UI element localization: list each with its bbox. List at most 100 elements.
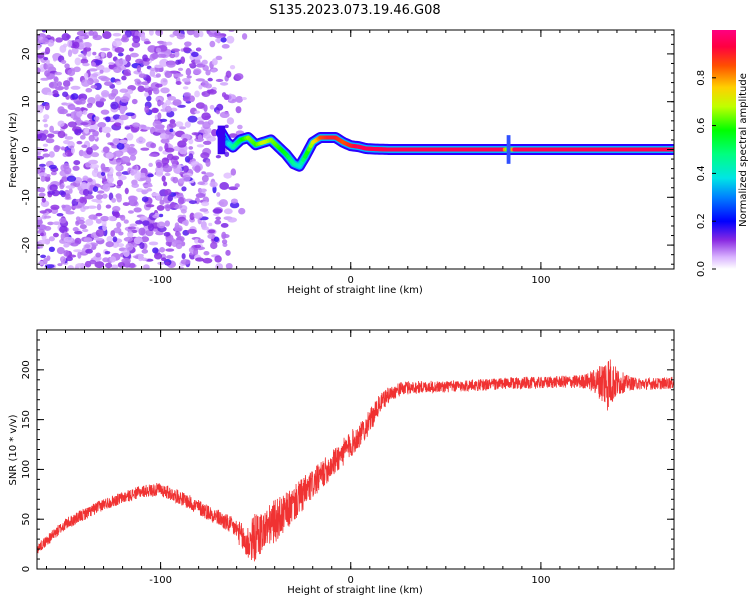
colorbar-label: Normalized spectral amplitude (738, 73, 749, 227)
noise-speckle (120, 96, 130, 103)
noise-speckle (225, 70, 232, 78)
noise-speckle (80, 58, 89, 64)
noise-speckle (127, 226, 137, 230)
noise-speckle (61, 176, 69, 182)
noise-speckle (81, 228, 89, 233)
noise-speckle (201, 112, 211, 121)
noise-speckle (144, 92, 149, 97)
noise-speckle (184, 121, 191, 128)
noise-speckle (75, 263, 86, 268)
noise-speckle (121, 34, 128, 41)
noise-speckle (227, 217, 238, 223)
noise-speckle (48, 236, 55, 242)
noise-speckle (46, 91, 54, 96)
noise-speckle (81, 79, 91, 87)
frequency-ridge (215, 125, 674, 172)
noise-speckle (39, 67, 45, 73)
noise-speckle (154, 64, 164, 68)
noise-speckle (155, 170, 164, 177)
noise-speckle (159, 199, 165, 205)
noise-speckle (210, 241, 218, 250)
noise-speckle (188, 95, 195, 103)
x-axis-ticks: -100 0 100 (149, 330, 550, 586)
noise-speckle (141, 249, 149, 254)
noise-speckle (103, 81, 113, 86)
noise-speckle (129, 262, 136, 268)
noise-speckle (131, 98, 138, 105)
noise-speckle (57, 120, 65, 127)
noise-speckle (221, 239, 228, 245)
noise-speckle (216, 103, 224, 111)
noise-speckle (59, 217, 67, 224)
noise-speckle (156, 53, 167, 58)
noise-speckle (98, 126, 103, 133)
noise-speckle (164, 147, 175, 153)
noise-speckle (62, 91, 69, 98)
noise-speckle (210, 68, 217, 73)
colorbar-tick-label: 0.2 (696, 213, 707, 229)
noise-speckle (166, 60, 176, 68)
noise-speckle (199, 188, 207, 193)
noise-speckle (136, 65, 142, 73)
noise-speckle (115, 159, 121, 163)
x-axis-label: Height of straight line (km) (287, 285, 423, 296)
noise-speckle (41, 30, 47, 33)
noise-speckle (88, 68, 98, 72)
noise-speckle (207, 77, 213, 82)
noise-speckle (63, 242, 70, 248)
noise-speckle (111, 197, 117, 203)
noise-speckle (188, 63, 194, 67)
noise-speckle (197, 134, 203, 142)
noise-speckle (37, 44, 41, 51)
noise-speckle (197, 181, 206, 186)
noise-speckle (151, 192, 161, 197)
noise-speckle (198, 30, 204, 38)
noise-speckle (201, 175, 209, 183)
noise-speckle (116, 194, 122, 203)
noise-speckle (110, 101, 119, 110)
noise-speckle (97, 190, 105, 194)
noise-speckle (150, 142, 157, 149)
y-tick-label: 150 (21, 410, 32, 429)
noise-speckle (47, 133, 55, 139)
noise-speckle (99, 98, 106, 102)
colorbar-ticks: 0.0 0.2 0.4 0.6 0.8 (696, 70, 716, 277)
noise-speckle (61, 204, 66, 209)
noise-speckle (138, 227, 146, 236)
noise-speckle (164, 188, 172, 196)
noise-speckle (141, 196, 149, 203)
noise-speckle (81, 144, 88, 148)
noise-speckle (188, 146, 194, 150)
y-axis-label: Frequency (Hz) (8, 112, 19, 188)
noise-speckle (53, 144, 60, 153)
noise-speckle (187, 115, 198, 123)
noise-speckle (106, 175, 114, 184)
noise-speckle (37, 239, 47, 245)
noise-speckle (44, 70, 51, 77)
noise-speckle (65, 256, 73, 262)
noise-speckle (97, 121, 107, 128)
noise-speckle (215, 38, 222, 43)
noise-speckle (132, 122, 141, 128)
noise-speckle (205, 69, 211, 76)
noise-speckle (91, 73, 99, 78)
noise-speckle (181, 253, 186, 260)
noise-speckle (64, 232, 70, 238)
noise-speckle (124, 187, 129, 195)
noise-speckle (125, 54, 132, 62)
noise-speckle (207, 233, 216, 239)
noise-speckle (195, 193, 206, 198)
noise-speckle (144, 40, 151, 45)
noise-speckle (115, 171, 122, 177)
noise-speckle (111, 264, 119, 269)
noise-speckle (124, 126, 131, 130)
noise-speckle (234, 183, 240, 188)
noise-speckle (101, 167, 111, 173)
noise-speckle (203, 104, 208, 113)
noise-speckle (198, 84, 203, 90)
noise-speckle (201, 226, 209, 231)
colorbar: 0.0 0.2 0.4 0.6 0.8 Normalized spectral ampl… (696, 30, 749, 277)
noise-speckle (149, 67, 157, 72)
noise-speckle (183, 219, 189, 227)
noise-speckle (85, 248, 93, 254)
